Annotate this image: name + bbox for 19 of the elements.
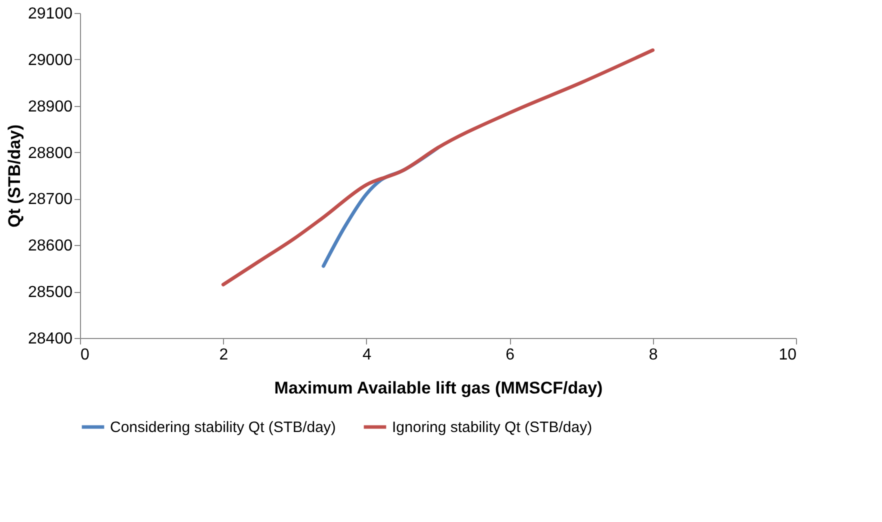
y-tick-label: 28700	[28, 191, 73, 208]
x-tick-label: 8	[648, 346, 658, 364]
x-tick-label: 4	[362, 346, 372, 364]
x-tick-label: 0	[80, 346, 90, 364]
y-tick-label: 28600	[28, 238, 73, 255]
x-axis-title: Maximum Available lift gas (MMSCF/day)	[274, 378, 603, 398]
y-axis-title: Qt (STB/day)	[5, 124, 24, 228]
legend-label: Ignoring stability Qt (STB/day)	[392, 419, 592, 436]
y-tick-label: 28500	[28, 284, 73, 302]
x-tick-label: 2	[219, 346, 228, 364]
y-tick-label: 28800	[28, 144, 73, 162]
line-series	[221, 48, 655, 286]
y-tick-label: 29000	[28, 52, 73, 69]
y-tick-label: 28400	[28, 330, 73, 348]
y-tick-label: 28900	[28, 98, 73, 116]
x-tick-label: 10	[778, 346, 797, 364]
x-tick-label: 6	[506, 346, 515, 364]
y-tick-label: 29100	[28, 6, 73, 22]
legend-label: Considering stability Qt (STB/day)	[110, 419, 336, 436]
